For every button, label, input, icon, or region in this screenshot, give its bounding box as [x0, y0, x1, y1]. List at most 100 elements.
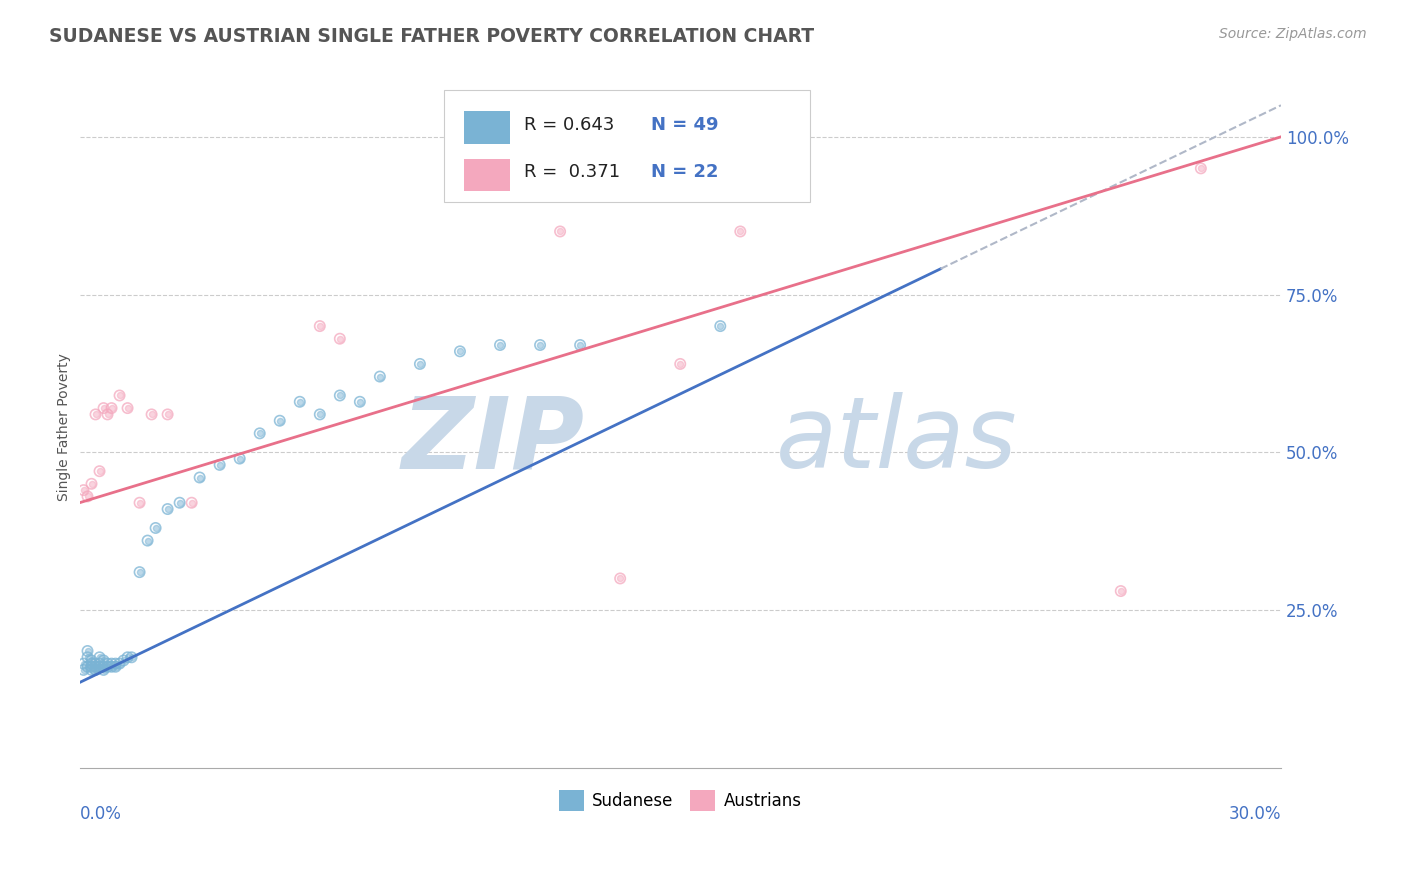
Point — [80, 476, 103, 491]
Point — [329, 332, 352, 346]
Point — [76, 659, 98, 673]
Point — [84, 657, 107, 671]
Y-axis label: Single Father Poverty: Single Father Poverty — [58, 353, 72, 501]
Point — [80, 657, 103, 671]
Point — [84, 408, 107, 422]
Point — [308, 319, 330, 334]
Point — [84, 663, 107, 677]
Point — [72, 483, 94, 497]
Point — [76, 644, 98, 658]
Point — [548, 224, 571, 238]
Point — [96, 408, 118, 422]
Point — [89, 650, 111, 665]
Point — [141, 408, 163, 422]
Point — [249, 426, 271, 441]
Point — [89, 464, 111, 478]
Point — [84, 659, 107, 673]
Text: atlas: atlas — [776, 392, 1018, 489]
Point — [93, 401, 115, 416]
Point — [489, 338, 512, 352]
Point — [72, 663, 94, 677]
Point — [104, 659, 127, 673]
Point — [529, 338, 551, 352]
Point — [117, 650, 139, 665]
Point — [76, 650, 98, 665]
Point — [89, 464, 111, 478]
Point — [609, 571, 631, 585]
Point — [104, 659, 127, 673]
Point — [156, 408, 179, 422]
Point — [76, 650, 98, 665]
Point — [80, 653, 103, 667]
Point — [93, 653, 115, 667]
Point — [329, 332, 352, 346]
Point — [121, 650, 143, 665]
Point — [169, 496, 191, 510]
Point — [100, 657, 122, 671]
Point — [89, 659, 111, 673]
Point — [329, 388, 352, 402]
Point — [368, 369, 391, 384]
Point — [108, 657, 131, 671]
Point — [730, 224, 752, 238]
Point — [548, 224, 571, 238]
Text: R =  0.371: R = 0.371 — [524, 163, 620, 181]
Point — [269, 414, 291, 428]
Text: SUDANESE VS AUSTRIAN SINGLE FATHER POVERTY CORRELATION CHART: SUDANESE VS AUSTRIAN SINGLE FATHER POVER… — [49, 27, 814, 45]
Point — [308, 408, 330, 422]
Point — [100, 657, 122, 671]
Point — [669, 357, 692, 371]
Point — [72, 483, 94, 497]
Point — [100, 659, 122, 673]
Point — [128, 565, 150, 579]
Point — [128, 496, 150, 510]
Point — [1109, 584, 1132, 599]
Point — [288, 394, 311, 409]
Legend: Sudanese, Austrians: Sudanese, Austrians — [553, 783, 808, 817]
Bar — [464, 159, 509, 192]
Point — [730, 224, 752, 238]
Point — [709, 319, 731, 334]
Point — [156, 408, 179, 422]
Point — [669, 357, 692, 371]
Point — [228, 451, 250, 466]
Point — [84, 659, 107, 673]
Point — [169, 496, 191, 510]
Point — [145, 521, 167, 535]
Bar — [464, 112, 509, 144]
Point — [228, 451, 250, 466]
Point — [1189, 161, 1212, 176]
Point — [89, 657, 111, 671]
Point — [72, 657, 94, 671]
Point — [93, 401, 115, 416]
Point — [89, 650, 111, 665]
Text: N = 49: N = 49 — [651, 116, 718, 134]
Point — [156, 502, 179, 516]
Point — [117, 650, 139, 665]
Point — [108, 657, 131, 671]
Point — [89, 657, 111, 671]
Point — [112, 653, 135, 667]
Point — [96, 659, 118, 673]
Text: 30.0%: 30.0% — [1229, 805, 1281, 823]
Point — [93, 659, 115, 673]
Point — [188, 470, 211, 484]
Point — [84, 408, 107, 422]
Point — [100, 401, 122, 416]
Point — [80, 663, 103, 677]
Point — [145, 521, 167, 535]
Point — [76, 490, 98, 504]
Point — [349, 394, 371, 409]
Text: Source: ZipAtlas.com: Source: ZipAtlas.com — [1219, 27, 1367, 41]
Point — [108, 388, 131, 402]
Point — [96, 657, 118, 671]
Point — [409, 357, 432, 371]
Point — [449, 344, 471, 359]
Point — [709, 319, 731, 334]
Point — [80, 476, 103, 491]
Point — [569, 338, 592, 352]
Point — [93, 659, 115, 673]
Point — [72, 657, 94, 671]
Point — [100, 401, 122, 416]
Point — [329, 388, 352, 402]
